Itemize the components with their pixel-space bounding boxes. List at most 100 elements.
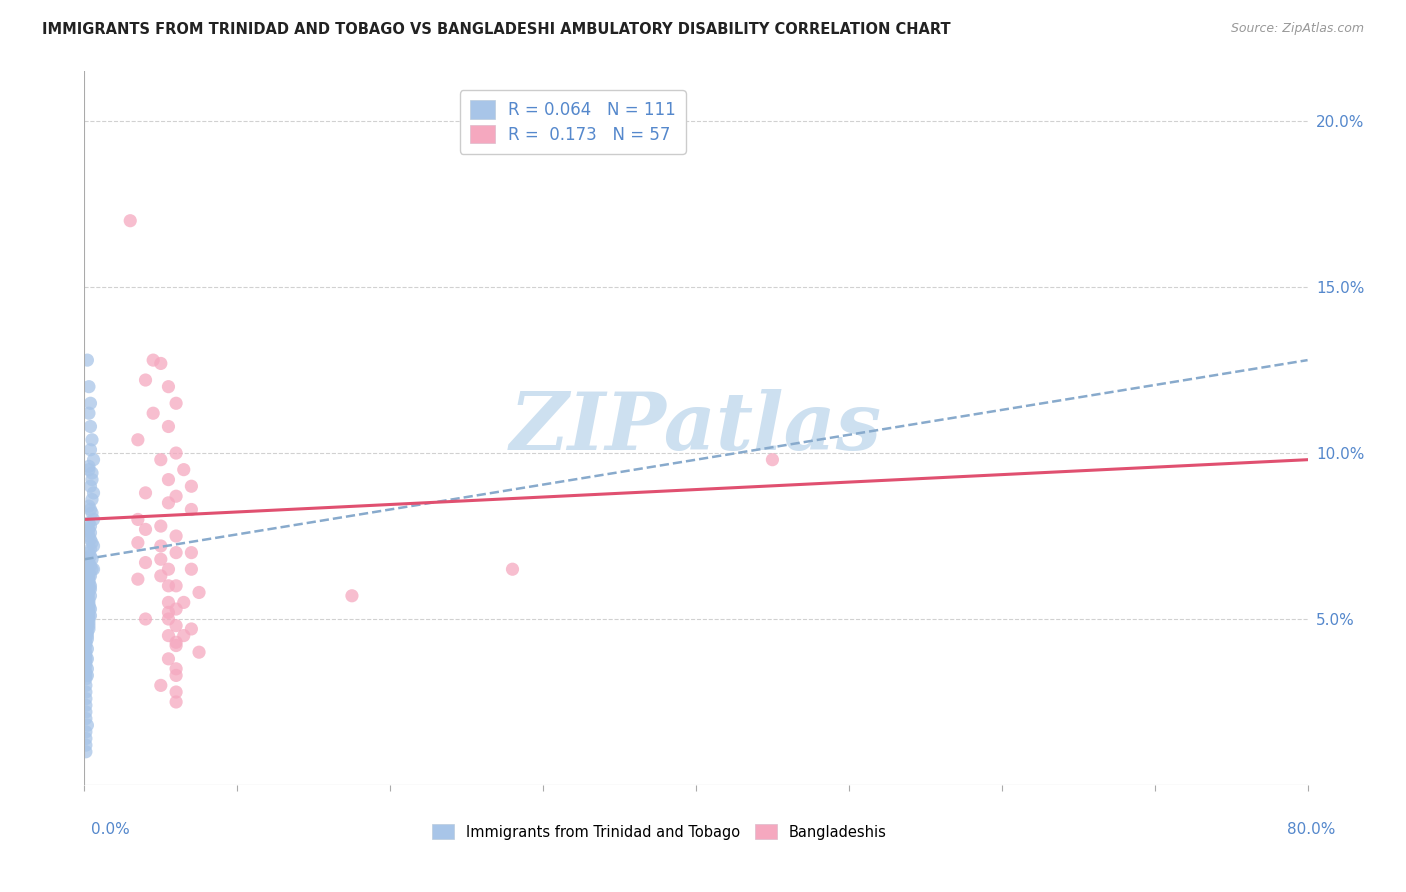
Point	[76, 612, 98, 626]
Point	[77, 406, 100, 420]
Text: 0.0%: 0.0%	[91, 822, 131, 838]
Point	[79, 479, 101, 493]
Point	[76, 595, 98, 609]
Point	[75, 635, 97, 649]
Point	[75, 625, 97, 640]
Point	[761, 452, 783, 467]
Point	[79, 525, 101, 540]
Point	[79, 569, 101, 583]
Point	[80, 466, 103, 480]
Point	[180, 502, 202, 516]
Point	[80, 506, 103, 520]
Point	[157, 629, 180, 643]
Point	[75, 639, 97, 653]
Point	[135, 486, 157, 500]
Point	[75, 552, 97, 566]
Point	[75, 698, 97, 713]
Point	[79, 589, 101, 603]
Point	[120, 213, 142, 227]
Point	[165, 639, 187, 653]
Point	[77, 606, 100, 620]
Point	[75, 672, 97, 686]
Point	[80, 552, 103, 566]
Point	[75, 658, 97, 673]
Point	[142, 353, 165, 368]
Point	[77, 379, 100, 393]
Point	[157, 496, 180, 510]
Point	[79, 442, 101, 457]
Point	[76, 353, 98, 368]
Point	[157, 419, 180, 434]
Point	[77, 599, 100, 613]
Point	[157, 562, 180, 576]
Point	[135, 556, 157, 570]
Point	[77, 575, 100, 590]
Point	[75, 668, 97, 682]
Point	[127, 433, 149, 447]
Point	[76, 625, 98, 640]
Point	[340, 589, 363, 603]
Point	[75, 569, 97, 583]
Point	[79, 519, 101, 533]
Text: ZIPatlas: ZIPatlas	[510, 390, 882, 467]
Point	[149, 552, 172, 566]
Point	[165, 635, 187, 649]
Point	[75, 622, 97, 636]
Point	[180, 622, 202, 636]
Point	[77, 612, 100, 626]
Point	[75, 705, 97, 719]
Point	[149, 356, 172, 370]
Point	[157, 379, 180, 393]
Point	[77, 459, 100, 474]
Point	[83, 539, 105, 553]
Point	[76, 572, 98, 586]
Point	[75, 665, 97, 679]
Point	[127, 535, 149, 549]
Point	[165, 662, 187, 676]
Point	[83, 452, 105, 467]
Point	[77, 582, 100, 596]
Point	[77, 546, 100, 560]
Point	[75, 712, 97, 726]
Point	[142, 406, 165, 420]
Point	[79, 558, 101, 573]
Point	[149, 569, 172, 583]
Point	[77, 516, 100, 530]
Point	[77, 556, 100, 570]
Point	[135, 612, 157, 626]
Point	[83, 486, 105, 500]
Point	[76, 589, 98, 603]
Point	[157, 473, 180, 487]
Point	[173, 463, 195, 477]
Point	[79, 396, 101, 410]
Point	[157, 606, 180, 620]
Point	[149, 519, 172, 533]
Point	[79, 602, 101, 616]
Point	[180, 479, 202, 493]
Point	[75, 629, 97, 643]
Point	[165, 489, 187, 503]
Point	[77, 499, 100, 513]
Point	[157, 612, 180, 626]
Point	[76, 641, 98, 656]
Point	[75, 724, 97, 739]
Point	[77, 575, 100, 590]
Point	[79, 579, 101, 593]
Point	[77, 566, 100, 580]
Point	[157, 595, 180, 609]
Point	[77, 622, 100, 636]
Point	[77, 522, 100, 536]
Point	[157, 579, 180, 593]
Point	[79, 608, 101, 623]
Point	[75, 618, 97, 632]
Point	[165, 446, 187, 460]
Point	[165, 685, 187, 699]
Point	[77, 618, 100, 632]
Point	[75, 678, 97, 692]
Point	[79, 582, 101, 596]
Point	[75, 648, 97, 663]
Point	[149, 539, 172, 553]
Point	[165, 396, 187, 410]
Point	[77, 572, 100, 586]
Point	[77, 592, 100, 607]
